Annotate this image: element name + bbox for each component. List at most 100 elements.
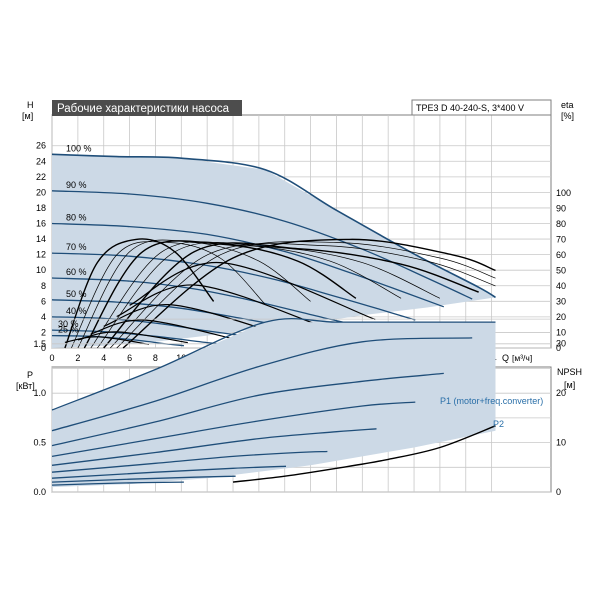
speed-percent-label: 40 % xyxy=(66,306,87,316)
eta-tick-label: 10 xyxy=(556,327,566,337)
efficiency-curves xyxy=(64,238,496,349)
power-axis-ticks: 0.0 0.5 1.0 1.5 xyxy=(33,339,46,497)
efficiency-curve xyxy=(90,319,234,340)
efficiency-curve xyxy=(129,261,376,321)
eta-tick-label: 100 xyxy=(556,188,571,198)
head-curve xyxy=(51,190,473,300)
head-curve xyxy=(51,222,445,308)
efficiency-curve xyxy=(116,284,324,328)
flow-axis-unit: [м³/ч] xyxy=(512,353,532,363)
npsh-tick-label: 0 xyxy=(556,487,561,497)
power-tick-label: 1.5 xyxy=(33,339,46,349)
power-curve xyxy=(51,428,377,466)
speed-percent-label: 25 % xyxy=(58,325,79,335)
eta-tick-label: 50 xyxy=(556,265,566,275)
eta-tick-label: 70 xyxy=(556,234,566,244)
power-curves xyxy=(51,317,496,486)
power-axis-label: P xyxy=(27,370,33,380)
flow-axis-label: Q xyxy=(502,353,509,363)
efficiency-curve xyxy=(109,243,496,349)
speed-percent-label: 70 % xyxy=(66,242,87,252)
power-axis-unit: [кВт] xyxy=(16,381,35,391)
eta-tick-label: 60 xyxy=(556,250,566,260)
efficiency-curve xyxy=(122,238,496,349)
speed-percent-label: 60 % xyxy=(66,267,87,277)
power-tick-label: 0.0 xyxy=(33,487,46,497)
head-tick-label: 10 xyxy=(36,265,46,275)
head-plot: 100 % 90 % 80 % 70 % 60 % 50 % 40 % 30 %25 % 0 2… xyxy=(36,114,571,363)
efficiency-curve xyxy=(64,238,215,349)
head-tick-label: 16 xyxy=(36,219,46,229)
eta-tick-label: 90 xyxy=(556,203,566,213)
efficiency-curve xyxy=(116,241,496,349)
head-tick-label: 22 xyxy=(36,172,46,182)
model-box xyxy=(411,99,552,116)
speed-percent-label: 100 % xyxy=(66,143,92,153)
npsh-tick-label: 10 xyxy=(556,438,566,448)
head-tick-label: 6 xyxy=(41,296,46,306)
efficiency-curve xyxy=(77,239,311,349)
eta-tick-label: 20 xyxy=(556,312,566,322)
title-bar xyxy=(52,100,242,116)
head-tick-label: 18 xyxy=(36,203,46,213)
npsh-tick-label: 20 xyxy=(556,388,566,398)
efficiency-curve xyxy=(83,240,357,349)
head-tick-label: 12 xyxy=(36,250,46,260)
eta-tick-label: 30 xyxy=(556,296,566,306)
power-curve xyxy=(51,401,416,458)
power-tick-label: 0.5 xyxy=(33,438,46,448)
head-tick-label: 2 xyxy=(41,327,46,337)
flow-tick-label: 0 xyxy=(49,353,54,363)
p2-series-label: P2 xyxy=(493,419,504,429)
head-tick-label: 4 xyxy=(41,312,46,322)
head-tick-label: 8 xyxy=(41,281,46,291)
head-tick-label: 0 xyxy=(41,343,46,353)
efficiency-curve xyxy=(71,241,266,349)
eta-tick-label: 80 xyxy=(556,219,566,229)
power-curve xyxy=(51,337,473,432)
npsh-axis-ticks: 0 10 20 30 xyxy=(556,339,566,498)
npsh-curve xyxy=(232,425,496,483)
power-curve xyxy=(51,317,496,411)
power-curve xyxy=(51,481,184,486)
efficiency-curve xyxy=(64,336,150,345)
power-operating-envelope xyxy=(52,322,496,488)
p1-series-label: P1 (motor+freq.converter) xyxy=(440,396,543,406)
head-tick-label: 14 xyxy=(36,234,46,244)
speed-percent-label: 80 % xyxy=(66,213,87,223)
head-tick-label: 26 xyxy=(36,141,46,151)
power-curve xyxy=(51,475,236,483)
power-curve xyxy=(51,465,287,479)
eta-axis-label: eta xyxy=(561,100,574,110)
head-axis-label: H xyxy=(27,100,34,110)
speed-percent-label: 50 % xyxy=(66,289,87,299)
npsh-axis-unit: [м] xyxy=(564,380,575,390)
npsh-axis-label: NPSH xyxy=(557,367,582,377)
eta-axis-unit: [%] xyxy=(561,111,574,121)
head-tick-label: 20 xyxy=(36,187,46,197)
head-tick-label: 24 xyxy=(36,156,46,166)
power-curve xyxy=(51,372,444,447)
flow-tick-label: 2 xyxy=(75,353,80,363)
head-curve xyxy=(51,153,496,299)
speed-percent-label: 30 % xyxy=(58,319,79,329)
speed-percent-labels: 100 % 90 % 80 % 70 % 60 % 50 % 40 % 30 %25 % xyxy=(58,143,92,334)
flow-tick-label: 8 xyxy=(153,353,158,363)
head-operating-envelope xyxy=(52,154,496,348)
power-tick-label: 1.0 xyxy=(33,388,46,398)
flow-tick-label: 4 xyxy=(101,353,106,363)
head-curve xyxy=(51,252,416,321)
speed-percent-label: 90 % xyxy=(66,180,87,190)
flow-tick-label: 6 xyxy=(127,353,132,363)
head-axis-unit: [м] xyxy=(22,111,33,121)
efficiency-curve xyxy=(77,331,188,344)
npsh-tick-label: 30 xyxy=(556,339,566,349)
eta-tick-label: 40 xyxy=(556,281,566,291)
chart-title: Рабочие характеристики насоса xyxy=(57,103,230,115)
efficiency-curve xyxy=(103,242,479,349)
eta-tick-label: 0 xyxy=(556,343,561,353)
head-curve xyxy=(51,334,184,347)
